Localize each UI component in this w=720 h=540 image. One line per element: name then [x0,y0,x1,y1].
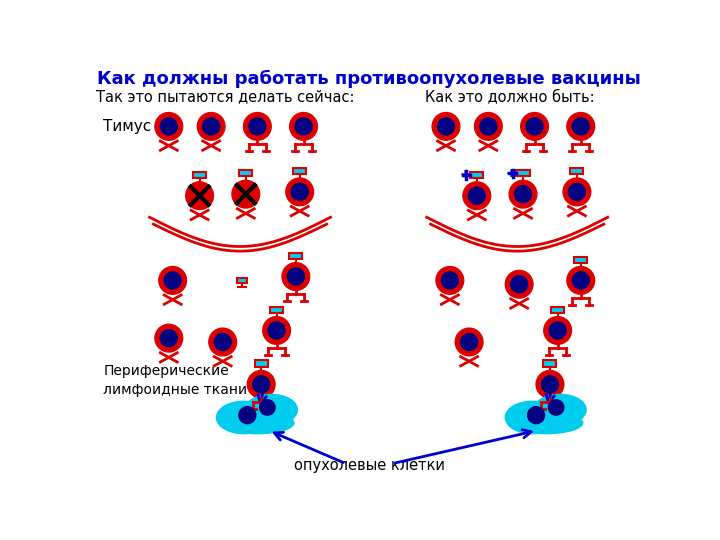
Ellipse shape [505,401,559,434]
Ellipse shape [221,412,294,434]
Circle shape [159,267,186,294]
Circle shape [260,400,275,415]
Circle shape [432,112,460,140]
Circle shape [203,118,220,135]
Circle shape [287,268,305,285]
FancyBboxPatch shape [570,168,583,174]
Text: +: + [505,167,516,180]
Circle shape [438,118,454,135]
Circle shape [563,178,590,206]
Circle shape [291,184,308,200]
Circle shape [549,400,564,415]
FancyBboxPatch shape [270,307,283,313]
Text: Как это должно быть:: Как это должно быть: [425,90,595,105]
Circle shape [572,118,589,135]
Circle shape [567,112,595,140]
Circle shape [209,328,237,356]
Text: Так это пытаются делать сейчас:: Так это пытаются делать сейчас: [96,90,354,105]
Circle shape [239,407,256,423]
FancyBboxPatch shape [516,170,529,177]
Circle shape [243,112,271,140]
Circle shape [526,118,543,135]
Circle shape [515,186,531,202]
FancyBboxPatch shape [544,361,557,367]
Circle shape [215,334,231,350]
Circle shape [461,334,477,350]
FancyBboxPatch shape [289,253,302,259]
Circle shape [521,112,549,140]
Ellipse shape [217,401,271,434]
Circle shape [505,271,533,298]
Circle shape [480,118,497,135]
FancyBboxPatch shape [239,170,252,177]
Circle shape [282,262,310,291]
FancyBboxPatch shape [470,172,483,178]
Circle shape [197,112,225,140]
Ellipse shape [245,394,297,425]
FancyBboxPatch shape [551,307,564,313]
FancyBboxPatch shape [575,256,588,262]
Circle shape [568,184,585,200]
Text: Как должны работать противоопухолевые вакцины: Как должны работать противоопухолевые ва… [97,70,641,87]
Circle shape [544,316,572,345]
Text: опухолевые клетки: опухолевые клетки [294,458,444,472]
Text: +: + [459,168,470,181]
Circle shape [186,182,213,210]
Circle shape [455,328,483,356]
Circle shape [436,267,464,294]
Circle shape [567,267,595,294]
Circle shape [528,407,544,423]
Circle shape [248,370,275,398]
Circle shape [286,178,314,206]
Circle shape [161,330,177,347]
Text: Периферические
лимфоидные ткани: Периферические лимфоидные ткани [104,364,248,397]
FancyBboxPatch shape [255,361,268,367]
Circle shape [572,272,589,289]
Circle shape [164,272,181,289]
Circle shape [161,118,177,135]
Circle shape [509,180,537,208]
Circle shape [253,376,270,393]
Ellipse shape [534,394,586,425]
Circle shape [463,182,490,210]
Ellipse shape [510,412,582,434]
Circle shape [474,112,503,140]
FancyBboxPatch shape [237,278,248,283]
Circle shape [541,376,559,393]
Circle shape [468,187,485,204]
Circle shape [232,180,260,208]
Circle shape [441,272,459,289]
Circle shape [510,276,528,293]
Circle shape [249,118,266,135]
Circle shape [268,322,285,339]
Circle shape [155,325,183,352]
FancyBboxPatch shape [293,168,306,174]
Circle shape [536,370,564,398]
Circle shape [295,118,312,135]
Circle shape [289,112,318,140]
Circle shape [155,112,183,140]
Circle shape [263,316,290,345]
Text: Тимус: Тимус [104,119,152,134]
FancyBboxPatch shape [193,172,206,178]
Circle shape [549,322,566,339]
